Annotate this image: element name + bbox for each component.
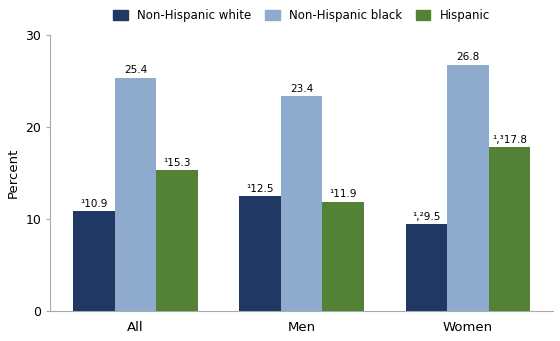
- Text: ¹,³17.8: ¹,³17.8: [492, 135, 527, 145]
- Text: ¹12.5: ¹12.5: [246, 184, 274, 194]
- Bar: [489, 147, 530, 311]
- Text: ¹11.9: ¹11.9: [329, 190, 357, 199]
- Text: 23.4: 23.4: [290, 84, 314, 94]
- Legend: Non-Hispanic white, Non-Hispanic black, Hispanic: Non-Hispanic white, Non-Hispanic black, …: [110, 5, 494, 25]
- Bar: [115, 77, 156, 311]
- Bar: [405, 224, 447, 311]
- Bar: [281, 96, 323, 311]
- Text: ¹10.9: ¹10.9: [80, 199, 108, 209]
- Bar: [73, 211, 115, 311]
- Bar: [156, 170, 198, 311]
- Bar: [323, 202, 364, 311]
- Text: 26.8: 26.8: [456, 52, 479, 62]
- Y-axis label: Percent: Percent: [7, 148, 20, 198]
- Bar: [240, 196, 281, 311]
- Text: ¹,²9.5: ¹,²9.5: [412, 211, 441, 222]
- Bar: [447, 65, 489, 311]
- Text: 25.4: 25.4: [124, 65, 147, 75]
- Text: ¹15.3: ¹15.3: [164, 158, 191, 168]
